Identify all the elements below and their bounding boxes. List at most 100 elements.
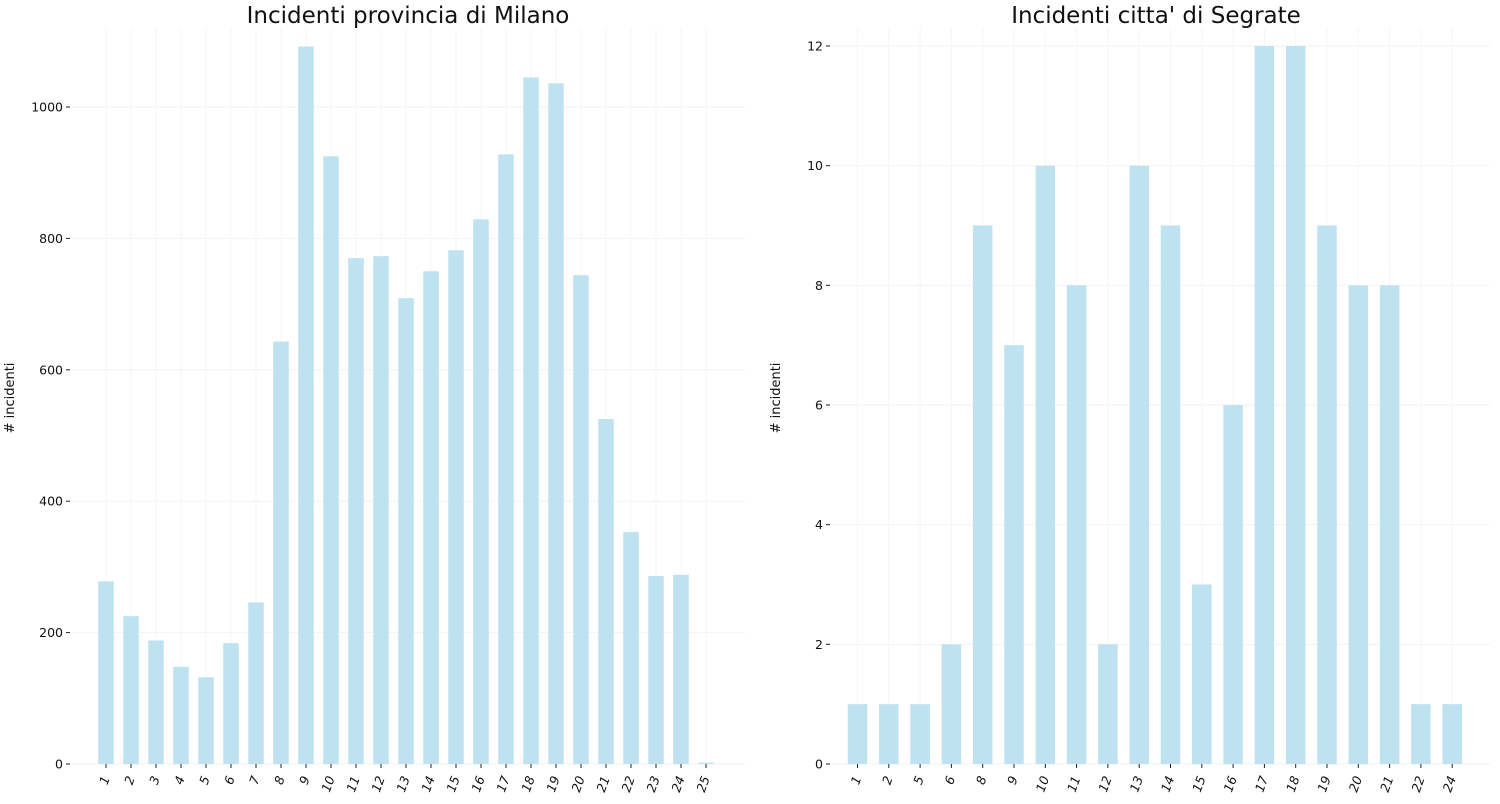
bar — [523, 77, 539, 764]
bar — [1411, 704, 1431, 764]
chart-title: Incidenti citta' di Segrate — [1011, 3, 1301, 29]
bar — [1254, 46, 1275, 764]
x-tick-label: 11 — [1064, 774, 1084, 794]
x-tick-label: 4 — [171, 774, 188, 787]
x-tick-label: 7 — [246, 774, 263, 787]
bar — [548, 83, 564, 764]
bar — [298, 46, 314, 764]
x-tick-label: 10 — [1033, 774, 1053, 794]
y-axis: 0 200 400 600 800 1000 — [31, 100, 70, 772]
x-tick-label: 23 — [643, 774, 663, 794]
bar — [1192, 584, 1212, 764]
x-tick-label: 13 — [393, 774, 413, 794]
bar — [248, 602, 264, 764]
bar — [1317, 225, 1337, 764]
x-tick-label: 24 — [668, 774, 688, 794]
bar — [123, 616, 139, 764]
x-tick-label: 16 — [468, 774, 488, 794]
y-axis-label: # incidenti — [3, 363, 18, 434]
bar — [1004, 345, 1024, 764]
bar — [698, 762, 714, 764]
bar — [148, 640, 164, 764]
y-tick-label: 0 — [55, 757, 63, 772]
x-tick-label: 20 — [1346, 774, 1366, 794]
y-tick-label: 2 — [815, 637, 823, 652]
x-tick-label: 2 — [879, 774, 896, 787]
x-tick-label: 16 — [1220, 774, 1240, 794]
x-tick-label: 1 — [96, 774, 113, 787]
bar — [972, 225, 993, 764]
x-tick-label: 1 — [848, 774, 865, 787]
x-tick-label: 15 — [1189, 774, 1209, 794]
bar — [1035, 165, 1056, 764]
x-tick-label: 12 — [1095, 774, 1115, 794]
x-tick-label: 8 — [271, 774, 288, 787]
bar — [879, 704, 899, 764]
y-tick-label: 12 — [807, 39, 823, 54]
x-tick-label: 19 — [1314, 774, 1334, 794]
x-tick-label: 6 — [941, 774, 958, 787]
x-tick-label: 20 — [568, 774, 588, 794]
x-tick-label: 9 — [296, 774, 313, 787]
x-tick-label: 19 — [543, 774, 563, 794]
x-tick-label: 11 — [343, 774, 363, 794]
x-tick-label: 25 — [693, 774, 713, 794]
bar — [1066, 285, 1087, 764]
x-tick-label: 6 — [221, 774, 238, 787]
bar — [448, 250, 464, 764]
x-tick-label: 3 — [146, 774, 163, 787]
bar — [198, 677, 214, 764]
bar — [1379, 285, 1400, 764]
x-tick-label: 14 — [1158, 774, 1178, 794]
bar — [423, 271, 439, 764]
x-tick-label: 17 — [493, 774, 513, 794]
bar — [373, 256, 389, 764]
x-tick-label: 21 — [593, 774, 613, 794]
x-tick-label: 13 — [1126, 774, 1146, 794]
bar — [1285, 46, 1306, 764]
y-tick-label: 8 — [815, 278, 823, 293]
x-tick-label: 22 — [1408, 774, 1428, 794]
bars — [98, 46, 714, 765]
y-tick-label: 1000 — [31, 100, 63, 115]
y-axis: 0 2 4 6 8 10 12 — [807, 39, 830, 772]
y-tick-label: 800 — [39, 231, 63, 246]
y-tick-label: 600 — [39, 362, 63, 377]
y-tick-label: 0 — [815, 757, 823, 772]
bar — [941, 644, 962, 764]
x-tick-label: 15 — [443, 774, 463, 794]
chart-segrate: Incidenti citta' di Segrate # incidenti … — [769, 3, 1490, 794]
bar — [1442, 704, 1462, 764]
bar — [273, 341, 289, 764]
bar — [910, 704, 930, 764]
bar — [173, 666, 189, 764]
bar — [348, 258, 364, 764]
x-tick-label: 5 — [196, 774, 213, 787]
chart-title: Incidenti provincia di Milano — [247, 3, 570, 29]
bar — [473, 219, 489, 765]
x-tick-label: 18 — [518, 774, 538, 794]
y-tick-label: 6 — [815, 398, 823, 413]
y-tick-label: 10 — [807, 158, 823, 173]
bar — [1223, 405, 1243, 764]
bar — [98, 581, 114, 764]
bar — [598, 419, 614, 764]
bars — [847, 46, 1462, 764]
x-tick-label: 5 — [910, 774, 927, 787]
bar — [648, 576, 664, 764]
bar — [223, 643, 239, 764]
x-tick-label: 2 — [121, 774, 138, 787]
x-tick-label: 12 — [368, 774, 388, 794]
x-axis: 1 2 3 4 5 6 7 8 9 10 11 12 13 14 15 16 17 18 19 20 21 22 23 24 2… — [96, 764, 713, 794]
x-tick-label: 17 — [1252, 774, 1272, 794]
bar — [623, 532, 639, 764]
x-tick-label: 8 — [973, 774, 990, 787]
x-tick-label: 24 — [1439, 774, 1459, 794]
x-tick-label: 18 — [1283, 774, 1303, 794]
chart-milano: Incidenti provincia di Milano # incident… — [3, 3, 745, 794]
y-tick-label: 4 — [815, 517, 823, 532]
x-tick-label: 21 — [1377, 774, 1397, 794]
bar — [398, 298, 414, 764]
